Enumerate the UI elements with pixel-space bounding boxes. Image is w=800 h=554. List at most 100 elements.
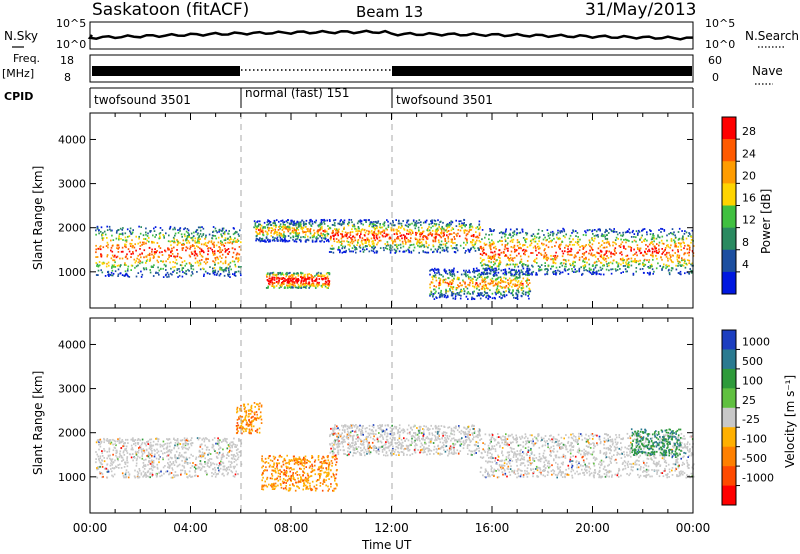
data-cell <box>132 453 134 455</box>
data-cell <box>130 264 133 267</box>
data-cell <box>294 238 297 241</box>
data-cell <box>238 438 240 441</box>
data-cell <box>138 449 140 452</box>
data-cell <box>185 249 187 252</box>
data-cell <box>328 272 331 275</box>
data-cell <box>612 244 614 247</box>
data-cell <box>458 225 461 228</box>
data-cell <box>174 474 177 477</box>
data-cell <box>619 268 621 270</box>
data-cell <box>541 242 543 245</box>
data-cell <box>481 259 484 261</box>
data-cell <box>239 272 242 275</box>
data-cell <box>309 228 311 231</box>
data-cell <box>259 226 262 229</box>
data-cell <box>524 251 526 253</box>
data-cell <box>119 227 122 230</box>
data-cell <box>158 471 160 474</box>
data-cell <box>293 277 296 280</box>
data-cell <box>130 243 133 245</box>
data-cell <box>291 274 293 277</box>
data-cell <box>482 267 485 270</box>
data-cell <box>628 240 630 242</box>
data-cell <box>444 278 447 281</box>
data-cell <box>648 273 651 276</box>
data-cell <box>106 262 108 265</box>
data-cell <box>219 463 221 466</box>
data-cell <box>532 246 535 249</box>
data-cell <box>311 220 313 223</box>
data-cell <box>458 235 461 238</box>
data-cell <box>492 263 495 266</box>
data-cell <box>315 273 318 276</box>
data-cell <box>233 453 235 456</box>
data-cell <box>554 258 557 261</box>
data-cell <box>199 253 201 255</box>
data-cell <box>194 257 197 260</box>
data-cell <box>271 282 274 285</box>
data-cell <box>657 252 659 254</box>
data-cell <box>404 243 407 245</box>
data-cell <box>279 223 282 226</box>
data-cell <box>288 282 291 285</box>
data-cell <box>676 256 678 258</box>
data-cell <box>557 269 559 272</box>
data-cell <box>393 248 396 251</box>
data-cell <box>577 244 580 246</box>
data-cell <box>148 468 151 470</box>
data-cell <box>683 253 685 256</box>
data-cell <box>171 468 174 471</box>
data-cell <box>445 229 448 231</box>
data-cell <box>453 236 455 238</box>
data-cell <box>174 261 176 264</box>
data-cell <box>118 246 120 249</box>
data-cell <box>471 244 474 246</box>
data-cell <box>306 238 309 241</box>
data-cell <box>140 270 142 273</box>
data-cell <box>497 256 500 259</box>
data-cell <box>201 451 204 454</box>
data-cell <box>397 244 400 247</box>
data-cell <box>394 249 397 252</box>
data-cell <box>601 240 604 242</box>
data-cell <box>375 232 377 235</box>
data-cell <box>467 276 470 278</box>
data-cell <box>206 272 209 275</box>
data-cell <box>155 234 157 236</box>
data-cell <box>448 269 451 271</box>
data-cell <box>637 248 639 250</box>
data-cell <box>230 454 233 456</box>
data-cell <box>490 261 492 264</box>
data-cell <box>457 284 459 286</box>
data-cell <box>585 257 587 260</box>
data-cell <box>528 297 530 300</box>
data-cell <box>321 219 324 221</box>
data-cell <box>328 284 330 287</box>
data-cell <box>145 262 147 264</box>
data-cell <box>487 255 490 257</box>
data-cell <box>211 237 213 239</box>
data-cell <box>133 443 135 445</box>
data-cell <box>628 228 630 231</box>
data-cell <box>194 470 196 472</box>
data-cell <box>537 248 540 250</box>
data-cell <box>530 252 532 254</box>
data-cell <box>443 228 445 231</box>
data-cell <box>126 452 129 454</box>
data-cell <box>462 280 465 283</box>
data-cell <box>286 281 289 284</box>
data-cell <box>678 254 681 257</box>
data-cell <box>498 281 501 284</box>
data-cell <box>324 276 326 279</box>
data-cell <box>465 269 467 272</box>
data-cell <box>184 441 187 443</box>
data-cell <box>461 284 463 287</box>
data-cell <box>178 270 181 273</box>
data-cell <box>207 250 210 252</box>
data-cell <box>302 227 305 229</box>
data-cell <box>468 230 470 233</box>
data-cell <box>316 285 319 288</box>
data-cell <box>491 257 494 259</box>
data-cell <box>100 472 103 474</box>
data-cell <box>442 234 445 237</box>
